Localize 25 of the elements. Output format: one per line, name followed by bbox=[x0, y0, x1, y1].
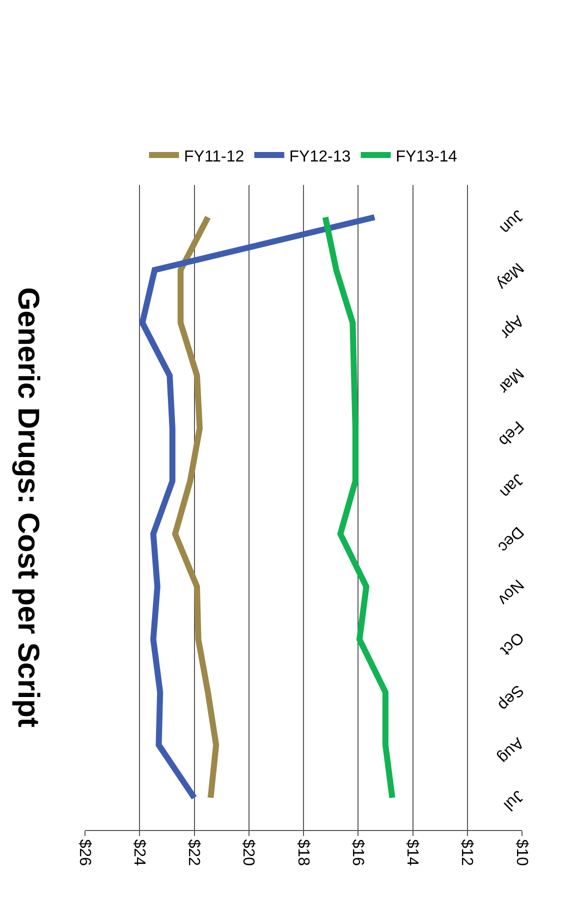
y-tick-label: Mar bbox=[494, 364, 527, 397]
x-tick-label: $24 bbox=[130, 839, 148, 866]
x-tick-label: $26 bbox=[76, 839, 93, 866]
y-tick-label: Dec bbox=[494, 523, 527, 556]
text: Generic Drugs: Cost per Script bbox=[12, 287, 45, 728]
legend-label: FY11-12 bbox=[184, 148, 244, 166]
legend-label: FY12-13 bbox=[289, 148, 351, 166]
x-tick-label: $22 bbox=[185, 839, 202, 866]
y-tick-label: Jul bbox=[500, 786, 527, 814]
x-tick-label: $20 bbox=[240, 839, 257, 866]
y-tick-label: Oct bbox=[496, 628, 527, 659]
x-tick-label: $16 bbox=[348, 839, 366, 866]
y-tick-label: Jun bbox=[496, 206, 527, 237]
x-tick-label: $10 bbox=[512, 839, 530, 866]
x-tick-label: $12 bbox=[458, 839, 476, 866]
y-tick-label: Apr bbox=[496, 312, 527, 342]
y-tick-label: Sep bbox=[494, 681, 527, 714]
y-tick-label: Jan bbox=[496, 470, 527, 500]
x-tick-label: $18 bbox=[294, 839, 312, 866]
x-tick-label: $14 bbox=[404, 839, 421, 866]
y-tick-label: Aug bbox=[494, 734, 527, 766]
y-tick-label: May bbox=[493, 259, 527, 293]
y-tick-label: Nov bbox=[494, 576, 527, 608]
legend-label: FY13-14 bbox=[396, 148, 458, 166]
y-tick-label: Feb bbox=[494, 417, 527, 450]
